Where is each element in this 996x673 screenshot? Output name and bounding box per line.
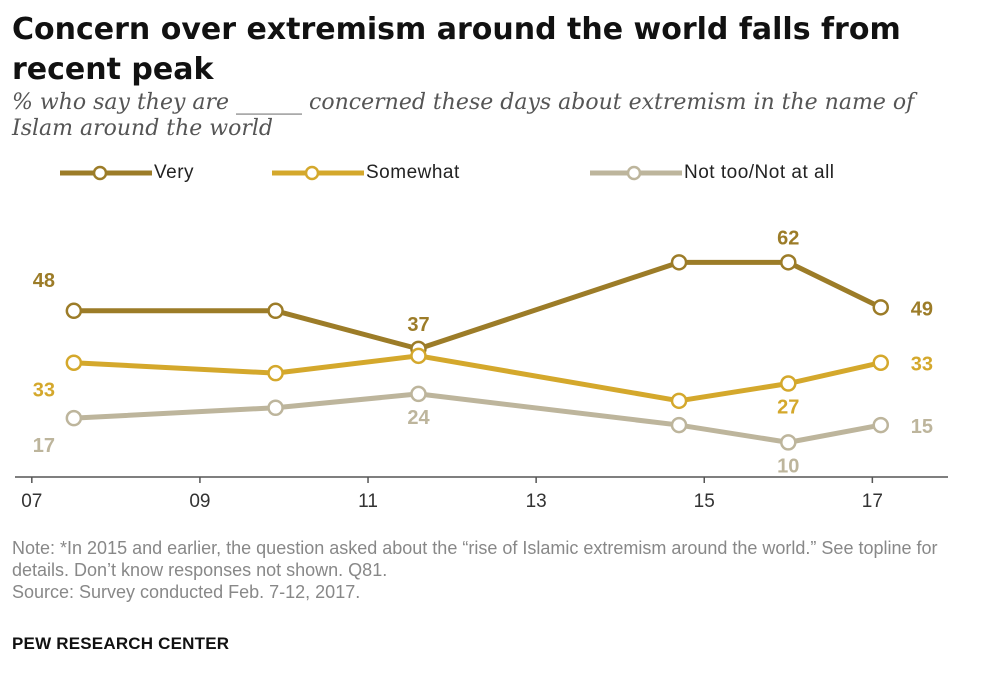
data-label-very-4: 62 [777,227,799,249]
x-tick-label-17: 17 [862,491,883,512]
data-point-very-3 [670,254,688,271]
legend-label-somewhat: Somewhat [366,162,460,183]
data-label-somewhat-5: 33 [911,354,933,376]
data-point-not-too-not-at-all-2 [410,385,427,403]
data-label-not-too-not-at-all-4: 10 [777,455,799,477]
legend-swatch-very [60,165,152,181]
chart-subtitle: % who say they are ______ concerned thes… [12,90,915,141]
data-point-somewhat-1 [267,364,284,382]
data-point-very-0 [65,302,83,320]
data-point-not-too-not-at-all-5 [872,416,890,434]
data-point-very-5 [872,299,890,316]
x-tick-label-15: 15 [694,491,715,512]
x-tick-label-09: 09 [189,491,210,512]
data-point-not-too-not-at-all-1 [267,399,284,416]
legend-swatch-not-too [590,165,682,181]
x-tick-label-11: 11 [358,491,378,512]
data-point-not-too-not-at-all-3 [670,416,688,434]
data-point-not-too-not-at-all-0 [65,409,83,427]
data-point-somewhat-5 [872,354,890,371]
x-tick-label-13: 13 [526,491,547,512]
data-point-somewhat-3 [670,392,688,410]
data-label-not-too-not-at-all-5: 15 [911,416,933,438]
chart-title: Concern over extremism around the world … [12,12,901,87]
data-point-very-1 [267,302,284,320]
legend-label-very: Very [154,162,195,183]
data-label-not-too-not-at-all-2: 24 [407,407,430,429]
data-label-very-2: 37 [407,314,429,336]
data-point-somewhat-4 [780,375,797,392]
note-text: Note: *In 2015 and earlier, the question… [12,538,938,580]
legend: Very Somewhat Not too/Not at all [60,158,980,188]
legend-item-somewhat: Somewhat [272,158,460,188]
data-label-somewhat-4: 27 [777,397,799,419]
legend-item-not-too: Not too/Not at all [590,158,835,188]
legend-item-very: Very [60,158,194,188]
brand-logo: PEW RESEARCH CENTER [12,634,230,653]
data-label-somewhat-0: 33 [33,380,55,402]
source-text: Source: Survey conducted Feb. 7-12, 2017… [12,582,361,602]
series-line-somewhat [71,353,884,404]
series-line-not-too-not-at-all [71,391,884,445]
series-line-very [71,259,884,352]
data-point-somewhat-2 [410,347,427,365]
data-label-not-too-not-at-all-0: 17 [33,435,55,457]
footnote: Note: *In 2015 and earlier, the question… [12,537,987,603]
legend-label-not-too: Not too/Not at all [684,162,835,183]
data-point-very-4 [780,254,797,271]
legend-swatch-somewhat [272,165,364,181]
x-tick-label-07: 07 [21,491,42,512]
data-point-not-too-not-at-all-4 [780,434,797,451]
data-point-somewhat-0 [65,354,83,371]
data-label-very-5: 49 [911,298,933,320]
data-label-very-0: 48 [33,270,55,292]
